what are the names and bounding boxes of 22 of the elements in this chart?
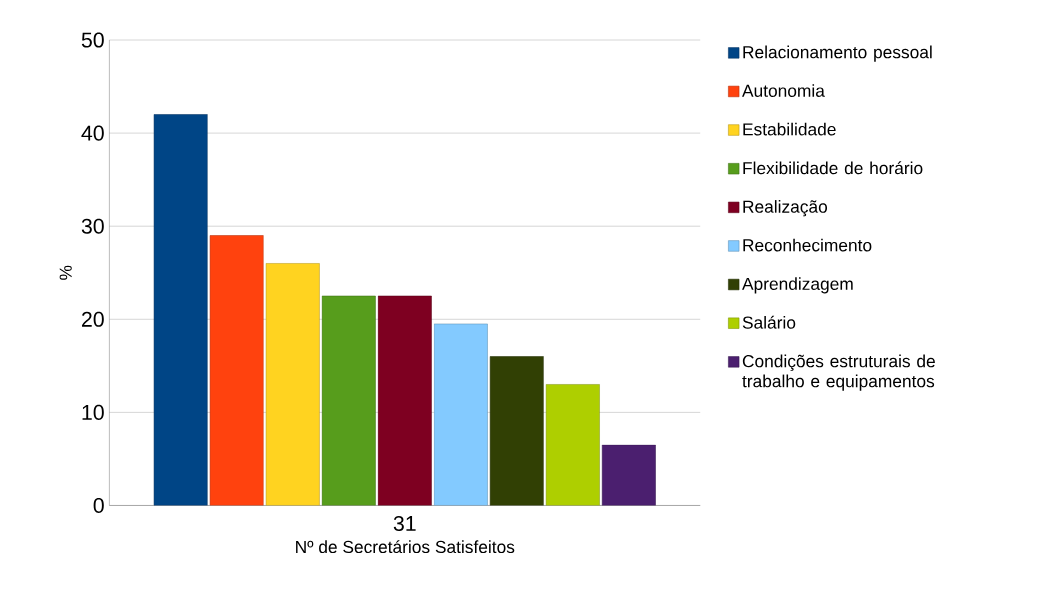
bar — [209, 235, 264, 506]
legend-label: Salário — [742, 316, 796, 329]
legend-label: Reconhecimento — [743, 238, 872, 252]
y-tick-label: 50 — [81, 32, 104, 48]
bar — [265, 263, 320, 506]
y-tick-label: 10 — [82, 405, 104, 421]
legend-label: Relacionamento pessoal — [743, 45, 932, 62]
y-tick-label: 40 — [81, 125, 104, 141]
y-tick-label: 0 — [93, 498, 104, 514]
legend-label: Flexibilidade de horário — [743, 161, 923, 175]
y-axis-title: % — [59, 265, 72, 281]
x-tick-label: 31 — [393, 516, 416, 532]
legend-label: Estabilidade — [743, 122, 836, 136]
legend-label: Aprendizagem — [742, 277, 853, 294]
bar — [601, 444, 656, 506]
y-tick-label: 20 — [81, 311, 104, 328]
x-axis-title: Nº de Secretários Satisfeitos — [296, 540, 515, 554]
legend-label: Realização — [743, 200, 828, 217]
legend-label: Autonomia — [742, 84, 825, 98]
legend-label: Condições estruturais de trabalho e equipamentos — [742, 354, 935, 391]
bar — [433, 323, 488, 506]
y-tick-label: 30 — [81, 218, 104, 234]
